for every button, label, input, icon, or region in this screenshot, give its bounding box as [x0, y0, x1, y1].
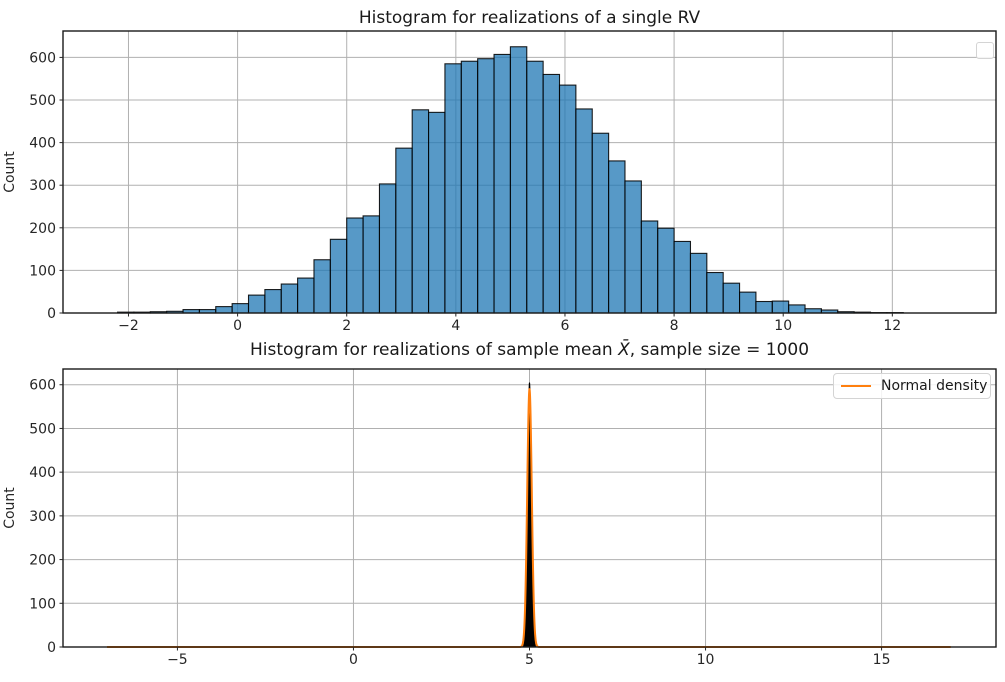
- histogram-bar: [526, 60, 544, 314]
- histogram-bar: [575, 108, 593, 314]
- y-tick-label: 300: [29, 509, 56, 525]
- histogram-bar: [591, 132, 610, 314]
- chart1-legend-frame-empty: [976, 42, 994, 59]
- histogram-bar: [673, 240, 692, 314]
- histogram-bar: [362, 215, 381, 314]
- histogram-bar: [706, 271, 724, 314]
- histogram-bar: [509, 46, 528, 314]
- x-tick-label: 6: [561, 318, 570, 334]
- histogram-bar: [608, 160, 626, 314]
- x-tick-label: 12: [883, 318, 901, 334]
- histogram-bar: [247, 294, 266, 314]
- axes-spines: [62, 30, 997, 314]
- y-tick-label: 300: [29, 178, 56, 194]
- y-tick-label: 500: [29, 421, 56, 437]
- histogram-bar: [329, 238, 348, 314]
- y-tick-label: 0: [47, 306, 56, 322]
- x-tick-label: 15: [873, 652, 891, 668]
- histogram-bar: [297, 277, 315, 314]
- y-tick-label: 200: [29, 221, 56, 237]
- histogram-bar: [428, 111, 446, 314]
- histogram-bar: [460, 60, 479, 314]
- histogram-bar: [624, 180, 642, 314]
- chart1-title-text: Histogram for realizations of a single R…: [358, 8, 701, 28]
- histogram-bar: [640, 220, 659, 314]
- y-tick-label: 600: [29, 50, 56, 66]
- histogram-bar: [771, 300, 790, 314]
- histogram-bar: [542, 73, 561, 314]
- normal-density-legend-label: Normal density: [881, 378, 988, 394]
- x-tick-label: 10: [697, 652, 715, 668]
- histogram-bar: [689, 252, 708, 314]
- histogram-bar: [280, 283, 299, 314]
- x-tick-label: 10: [774, 318, 792, 334]
- histogram-bar: [231, 303, 250, 314]
- x-tick-label: 2: [342, 318, 351, 334]
- histogram-bar: [264, 289, 282, 314]
- y-tick-label: 400: [29, 465, 56, 481]
- x-tick-label: 8: [670, 318, 679, 334]
- histogram-bar: [378, 183, 397, 314]
- histogram-bar: [215, 306, 233, 314]
- histogram-bar: [493, 53, 511, 314]
- x-tick-label: −5: [167, 652, 188, 668]
- histogram-bar: [346, 217, 364, 314]
- x-tick-label: 5: [525, 652, 534, 668]
- histogram-bar: [722, 282, 741, 314]
- chart1-ylabel: Count: [2, 151, 18, 193]
- y-tick-label: 200: [29, 553, 56, 569]
- y-tick-label: 500: [29, 93, 56, 109]
- histogram-bar: [411, 109, 430, 314]
- tick-labels: −5 0 5 10 15 0 100 200 300 400 500 600: [29, 378, 890, 668]
- x-tick-label: 0: [233, 318, 242, 334]
- histogram-bar: [657, 227, 675, 314]
- histogram-bar: [739, 291, 757, 314]
- histogram-bar: [788, 304, 806, 314]
- histogram-bar: [444, 63, 462, 314]
- histogram-bar: [313, 259, 331, 314]
- y-tick-label: 600: [29, 378, 56, 394]
- y-tick-label: 400: [29, 136, 56, 152]
- y-tick-label: 100: [29, 596, 56, 612]
- x-tick-label: 4: [451, 318, 460, 334]
- tick-marks: [59, 384, 883, 651]
- chart2-title: Histogram for realizations of sample mea…: [63, 340, 996, 360]
- histogram-bar: [395, 147, 413, 314]
- chart2-title-suffix: , sample size = 1000: [629, 340, 810, 360]
- tick-labels: −2 0 2 4 6 8 10 12 0 100 200 300 400 500 600: [29, 50, 901, 334]
- chart2-legend: Normal density: [833, 373, 991, 399]
- chart2-title-prefix: Histogram for realizations of sample mea…: [249, 340, 619, 360]
- normal-density-legend-line: [841, 385, 871, 387]
- chart-1: −2 0 2 4 6 8 10 12 0 100 200 300 400 500 600: [29, 30, 997, 334]
- y-tick-label: 0: [47, 640, 56, 656]
- chart1-title: Histogram for realizations of a single R…: [63, 8, 996, 28]
- tick-marks: [59, 56, 893, 317]
- x-tick-label: −2: [118, 318, 139, 334]
- y-tick-label: 100: [29, 263, 56, 279]
- x-tick-label: 0: [349, 652, 358, 668]
- histogram-bar: [477, 58, 495, 314]
- chart2-title-math-xbar: X̄: [618, 340, 630, 360]
- histogram-bar: [755, 300, 773, 314]
- histogram-bar: [558, 84, 577, 314]
- chart2-ylabel: Count: [2, 487, 18, 529]
- chart-2: −5 0 5 10 15 0 100 200 300 400 500 600: [29, 368, 997, 668]
